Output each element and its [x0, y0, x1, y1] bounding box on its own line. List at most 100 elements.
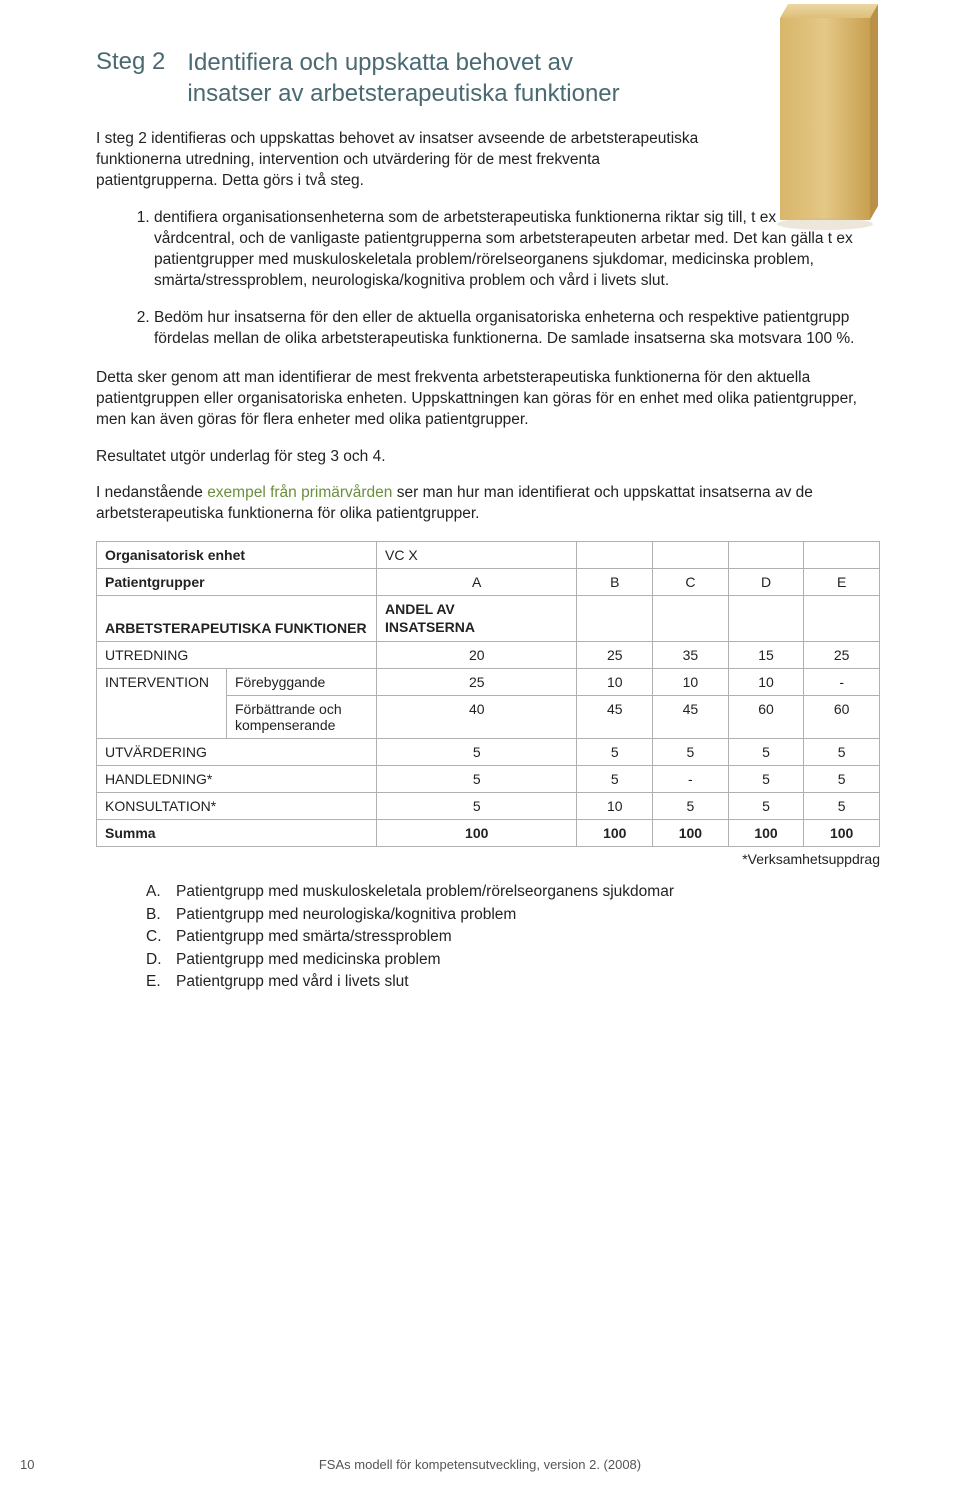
value-cell: 5 [804, 766, 880, 793]
value-cell: 10 [577, 669, 653, 696]
table-sum-row: Summa 100 100 100 100 100 [97, 820, 880, 847]
value-cell: 5 [377, 766, 577, 793]
group-col: C [653, 569, 729, 596]
legend-text: Patientgrupp med muskuloskeletala proble… [176, 881, 674, 903]
value-cell: 40 [377, 696, 577, 739]
legend-row: C.Patientgrupp med smärta/stressproblem [146, 926, 880, 948]
legend-label: B. [146, 904, 176, 926]
step-item-2: Bedöm hur insatserna för den eller de ak… [154, 308, 880, 350]
table-cell [728, 542, 804, 569]
value-cell: 5 [377, 739, 577, 766]
value-cell: 60 [804, 696, 880, 739]
legend-label: D. [146, 949, 176, 971]
row-label: INTERVENTION [97, 669, 227, 739]
allocation-table: Organisatorisk enhet VC X Patientgrupper… [96, 541, 880, 847]
value-cell: 60 [728, 696, 804, 739]
page-footer: 10 FSAs modell för kompetensutveckling, … [0, 1457, 960, 1472]
row-sublabel: Förebyggande [227, 669, 377, 696]
table-row: ARBETSTERAPEUTISKA FUNKTIONER ANDEL AV I… [97, 596, 880, 642]
step-title-line1: Identifiera och uppskatta behovet av [187, 49, 573, 76]
wood-block-illustration [770, 0, 880, 232]
table-row: HANDLEDNING*55-55 [97, 766, 880, 793]
value-cell: 45 [577, 696, 653, 739]
value-cell: 5 [804, 739, 880, 766]
row-label: HANDLEDNING* [97, 766, 377, 793]
patientgroups-label: Patientgrupper [97, 569, 377, 596]
legend-text: Patientgrupp med neurologiska/kognitiva … [176, 904, 516, 926]
para3-highlight: exempel från primärvården [207, 484, 392, 501]
paragraph-1: Detta sker genom att man identifierar de… [96, 368, 880, 431]
sum-cell: 100 [377, 820, 577, 847]
legend-row: B.Patientgrupp med neurologiska/kognitiv… [146, 904, 880, 926]
legend: A.Patientgrupp med muskuloskeletala prob… [146, 881, 880, 993]
andel-line2: INSATSERNA [385, 619, 475, 635]
intro-paragraph: I steg 2 identifieras och uppskattas beh… [96, 129, 716, 192]
table-cell [653, 596, 729, 642]
group-col: B [577, 569, 653, 596]
value-cell: - [653, 766, 729, 793]
value-cell: 5 [653, 793, 729, 820]
value-cell: 5 [577, 739, 653, 766]
step-label: Steg 2 [96, 48, 165, 76]
table-cell [577, 596, 653, 642]
value-cell: - [804, 669, 880, 696]
group-col: D [728, 569, 804, 596]
row-sublabel: Förbättrande och kompenserande [227, 696, 377, 739]
step-title-line2: insatser av arbetsterapeutiska funktione… [187, 80, 619, 107]
value-cell: 25 [377, 669, 577, 696]
row-label: KONSULTATION* [97, 793, 377, 820]
value-cell: 5 [804, 793, 880, 820]
value-cell: 5 [653, 739, 729, 766]
legend-row: D.Patientgrupp med medicinska problem [146, 949, 880, 971]
page-number: 10 [0, 1457, 60, 1472]
legend-label: E. [146, 971, 176, 993]
legend-row: A.Patientgrupp med muskuloskeletala prob… [146, 881, 880, 903]
value-cell: 5 [728, 766, 804, 793]
org-unit-label: Organisatorisk enhet [97, 542, 377, 569]
table-cell [804, 596, 880, 642]
table-row: KONSULTATION*510555 [97, 793, 880, 820]
value-cell: 45 [653, 696, 729, 739]
table-cell [653, 542, 729, 569]
table-cell [804, 542, 880, 569]
row-label: UTREDNING [97, 642, 377, 669]
value-cell: 25 [577, 642, 653, 669]
sum-cell: 100 [577, 820, 653, 847]
group-col: A [377, 569, 577, 596]
andel-header: ANDEL AV INSATSERNA [377, 596, 577, 642]
legend-row: E.Patientgrupp med vård i livets slut [146, 971, 880, 993]
table-row: Organisatorisk enhet VC X [97, 542, 880, 569]
functions-header: ARBETSTERAPEUTISKA FUNKTIONER [97, 596, 377, 642]
value-cell: 25 [804, 642, 880, 669]
value-cell: 10 [577, 793, 653, 820]
sum-cell: 100 [728, 820, 804, 847]
andel-line1: ANDEL AV [385, 601, 455, 617]
legend-label: A. [146, 881, 176, 903]
step-title: Identifiera och uppskatta behovet av ins… [187, 48, 619, 109]
sum-cell: 100 [804, 820, 880, 847]
value-cell: 20 [377, 642, 577, 669]
value-cell: 5 [577, 766, 653, 793]
value-cell: 35 [653, 642, 729, 669]
legend-text: Patientgrupp med smärta/stressproblem [176, 926, 452, 948]
legend-text: Patientgrupp med vård i livets slut [176, 971, 409, 993]
footer-text: FSAs modell för kompetensutveckling, ver… [60, 1457, 900, 1472]
group-col: E [804, 569, 880, 596]
paragraph-3: I nedanstående exempel från primärvården… [96, 483, 880, 525]
para3-pre: I nedanstående [96, 484, 207, 501]
legend-label: C. [146, 926, 176, 948]
value-cell: 5 [728, 793, 804, 820]
table-cell [728, 596, 804, 642]
row-label: UTVÄRDERING [97, 739, 377, 766]
table-row: INTERVENTIONFörebyggande25101010- [97, 669, 880, 696]
table-cell [577, 542, 653, 569]
steps-list: dentifiera organisationsenheterna som de… [96, 208, 880, 350]
value-cell: 10 [653, 669, 729, 696]
table-row: Patientgrupper A B C D E [97, 569, 880, 596]
org-unit-value: VC X [377, 542, 577, 569]
table-row: UTREDNING2025351525 [97, 642, 880, 669]
value-cell: 15 [728, 642, 804, 669]
value-cell: 10 [728, 669, 804, 696]
table-footnote: *Verksamhetsuppdrag [96, 851, 880, 867]
value-cell: 5 [377, 793, 577, 820]
